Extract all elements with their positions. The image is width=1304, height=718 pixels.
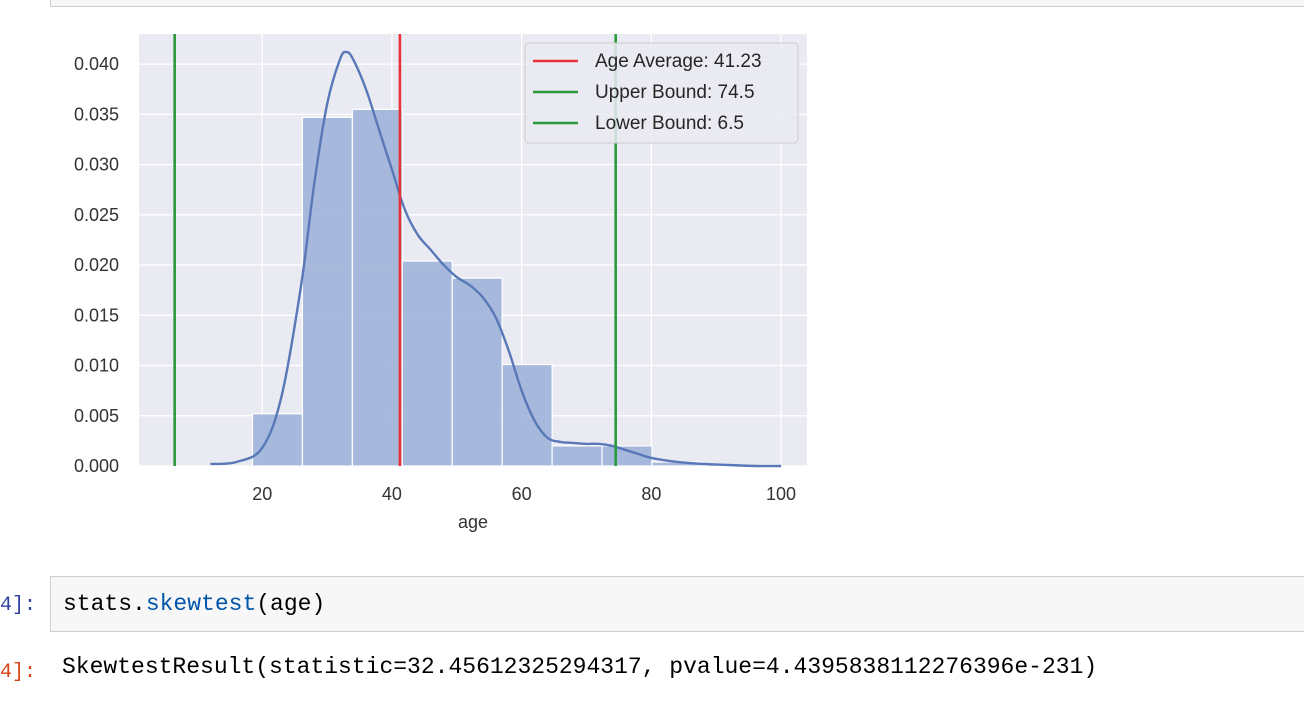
x-tick-label: 20 (252, 484, 272, 504)
y-tick-label: 0.000 (74, 456, 119, 476)
histogram-bar (451, 277, 503, 467)
histogram-bars (251, 108, 753, 467)
kde-curve (210, 50, 782, 468)
y-tick-label: 0.005 (74, 406, 119, 426)
x-tick-labels: 20 40 60 80 100 (252, 484, 796, 504)
histogram-bar (401, 260, 453, 467)
cell-output-text: SkewtestResult(statistic=32.456123252943… (62, 654, 1098, 680)
legend-box (524, 42, 799, 144)
legend-label-average: Age Average: 41.23 (595, 51, 762, 72)
code-object: stats. (63, 591, 146, 617)
y-tick-label: 0.025 (74, 205, 119, 225)
age-distribution-chart: 0.000 0.005 0.010 0.015 0.020 0.025 0.030 0.035… (0, 0, 830, 545)
x-axis-label: age (458, 512, 488, 532)
code-input-cell[interactable]: stats.skewtest(age) (50, 576, 1304, 632)
x-tick-label: 40 (382, 484, 402, 504)
y-tick-label: 0.020 (74, 255, 119, 275)
input-prompt: 4]: (0, 594, 37, 617)
y-tick-label: 0.030 (74, 155, 119, 175)
y-tick-label: 0.035 (74, 104, 119, 124)
histogram-bar (551, 445, 603, 467)
chart-svg: 0.000 0.005 0.010 0.015 0.020 0.025 0.030 0.035… (74, 34, 807, 532)
kde-curve-layer (210, 50, 782, 468)
previous-cell-edge (50, 0, 1304, 7)
code-args: (age) (256, 591, 326, 617)
x-tick-label: 100 (766, 484, 796, 504)
legend-label-upper: Upper Bound: 74.5 (595, 82, 755, 103)
legend: Age Average: 41.23 Upper Bound: 74.5 Low… (524, 42, 799, 144)
histogram-bar (301, 116, 353, 467)
histogram-bar (351, 108, 403, 467)
y-tick-label: 0.040 (74, 54, 119, 74)
histogram-bar (501, 363, 553, 467)
legend-label-lower: Lower Bound: 6.5 (595, 113, 744, 134)
y-tick-label: 0.010 (74, 356, 119, 376)
x-tick-label: 80 (641, 484, 661, 504)
x-tick-label: 60 (512, 484, 532, 504)
output-prompt: 4]: (0, 661, 37, 684)
histogram-bar (251, 413, 304, 467)
y-tick-label: 0.015 (74, 305, 119, 325)
y-tick-labels: 0.000 0.005 0.010 0.015 0.020 0.025 0.030 0.035… (74, 54, 119, 476)
code-line[interactable]: stats.skewtest(age) (63, 591, 325, 617)
code-function: skewtest (145, 591, 257, 617)
